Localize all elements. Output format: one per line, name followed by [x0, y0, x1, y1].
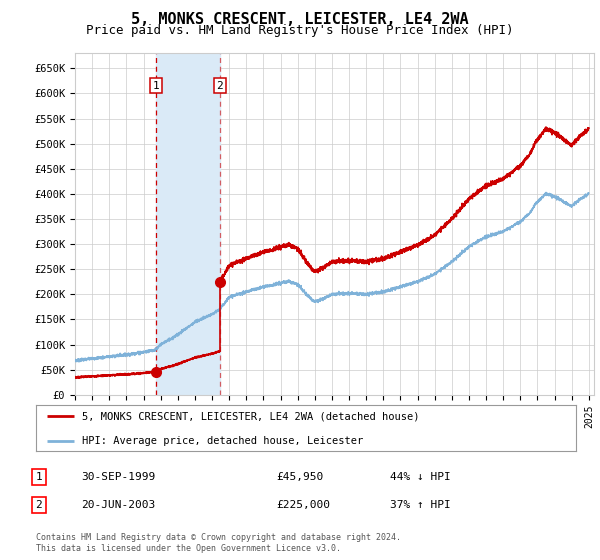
Text: 5, MONKS CRESCENT, LEICESTER, LE4 2WA: 5, MONKS CRESCENT, LEICESTER, LE4 2WA: [131, 12, 469, 27]
Text: £45,950: £45,950: [276, 472, 323, 482]
Text: £225,000: £225,000: [276, 500, 330, 510]
Text: 1: 1: [153, 81, 160, 91]
Text: 20-JUN-2003: 20-JUN-2003: [81, 500, 155, 510]
Text: 44% ↓ HPI: 44% ↓ HPI: [390, 472, 451, 482]
Text: Contains HM Land Registry data © Crown copyright and database right 2024.
This d: Contains HM Land Registry data © Crown c…: [36, 533, 401, 553]
Text: 30-SEP-1999: 30-SEP-1999: [81, 472, 155, 482]
Text: 5, MONKS CRESCENT, LEICESTER, LE4 2WA (detached house): 5, MONKS CRESCENT, LEICESTER, LE4 2WA (d…: [82, 412, 419, 421]
Text: 37% ↑ HPI: 37% ↑ HPI: [390, 500, 451, 510]
Text: 1: 1: [35, 472, 43, 482]
Text: HPI: Average price, detached house, Leicester: HPI: Average price, detached house, Leic…: [82, 436, 363, 446]
Bar: [157, 53, 220, 395]
Text: 2: 2: [35, 500, 43, 510]
Text: Price paid vs. HM Land Registry's House Price Index (HPI): Price paid vs. HM Land Registry's House …: [86, 24, 514, 38]
Text: 2: 2: [217, 81, 223, 91]
